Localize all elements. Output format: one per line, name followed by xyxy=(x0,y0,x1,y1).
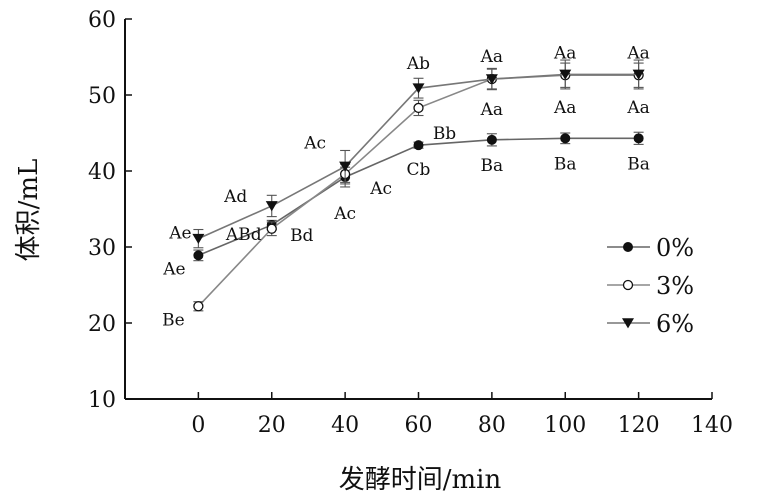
data-point xyxy=(266,223,277,234)
significance-label: Aa xyxy=(480,47,503,67)
significance-label: Ba xyxy=(627,154,650,174)
significance-label: Cb xyxy=(407,160,431,180)
legend-label: 0% xyxy=(656,234,694,262)
legend-label: 3% xyxy=(656,272,694,300)
data-point xyxy=(560,133,571,144)
legend-item-1: 3% xyxy=(607,272,694,300)
significance-label: Aa xyxy=(626,43,649,63)
y-tick-label: 10 xyxy=(88,388,116,413)
x-tick-label: 80 xyxy=(478,413,506,438)
x-tick-label: 20 xyxy=(258,413,286,438)
legend-swatch-marker xyxy=(622,279,634,291)
data-point xyxy=(193,250,204,261)
data-point xyxy=(413,102,424,114)
y-tick-label: 60 xyxy=(88,8,116,33)
data-point xyxy=(339,161,352,172)
legend-item-0: 0% xyxy=(607,234,694,262)
significance-label: Ac xyxy=(333,204,356,224)
significance-label: Aa xyxy=(480,100,503,120)
data-point xyxy=(633,133,644,144)
legend-label: 6% xyxy=(656,310,694,338)
y-axis-title: 体积/mL xyxy=(14,159,44,262)
y-tick-label: 30 xyxy=(88,236,116,261)
significance-label: Ac xyxy=(369,179,392,199)
data-point xyxy=(192,233,205,245)
significance-label: Ae xyxy=(168,224,191,244)
x-tick-label: 140 xyxy=(691,413,733,438)
data-point xyxy=(485,74,498,85)
significance-label: ABd xyxy=(225,225,262,245)
significance-label: Aa xyxy=(553,43,576,63)
significance-label: Ac xyxy=(303,133,326,153)
significance-label: Ae xyxy=(162,259,185,279)
legend-swatch-marker xyxy=(623,242,633,252)
significance-label: Ba xyxy=(481,156,504,176)
data-point xyxy=(632,69,645,80)
significance-label: Bd xyxy=(290,226,313,246)
significance-label: Aa xyxy=(626,98,649,118)
data-point xyxy=(193,301,204,312)
series-2 xyxy=(192,59,645,249)
data-point xyxy=(413,140,424,151)
x-tick-label: 100 xyxy=(544,413,586,438)
significance-label: Be xyxy=(162,310,185,330)
data-point xyxy=(486,134,497,145)
x-tick-label: 120 xyxy=(618,413,660,438)
series-layer xyxy=(192,59,645,312)
legend-swatch-marker xyxy=(622,318,634,329)
x-tick-label: 40 xyxy=(331,413,359,438)
x-axis-title: 发酵时间/min xyxy=(339,465,502,495)
significance-label: Bb xyxy=(433,124,456,144)
ticks: 0 20 40 60 80 100 120 140 10 20 30 40 50 60 xyxy=(88,8,733,438)
significance-label: Aa xyxy=(553,98,576,118)
x-tick-label: 0 xyxy=(191,413,205,438)
data-point xyxy=(412,83,425,94)
x-tick-label: 60 xyxy=(405,413,433,438)
legend-item-2: 6% xyxy=(607,310,694,338)
data-point xyxy=(265,201,278,212)
significance-label: Ab xyxy=(406,54,430,74)
annotations: Ae Bd Ac Cb Ba Ba Ba Be ABd Ac Bb Aa Aa Aa Ae Ad Ac Ab Aa A… xyxy=(162,43,650,330)
significance-label: Ba xyxy=(554,154,577,174)
legend: 0% 3% 6% xyxy=(607,234,694,338)
y-tick-label: 20 xyxy=(88,312,116,337)
y-tick-label: 50 xyxy=(88,84,116,109)
significance-label: Ad xyxy=(223,187,247,207)
data-point xyxy=(559,69,572,80)
y-tick-label: 40 xyxy=(88,160,116,185)
